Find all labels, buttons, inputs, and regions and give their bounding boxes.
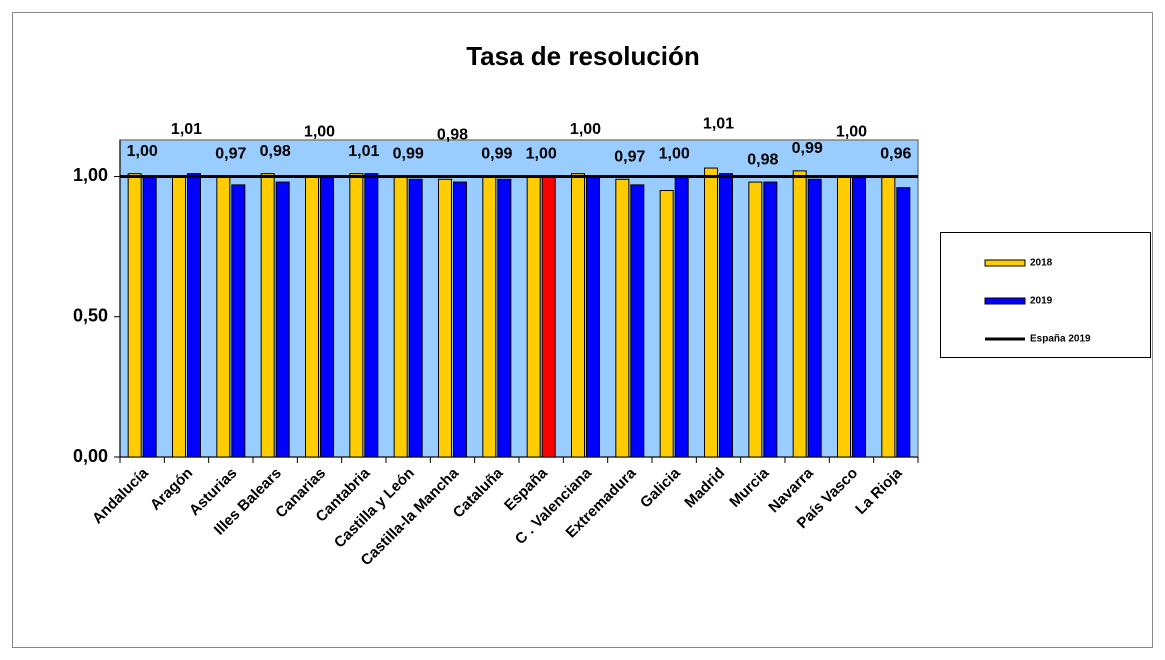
bar [674, 175, 689, 458]
bar [541, 175, 556, 458]
bar [320, 175, 334, 458]
data-label: 1,01 [703, 115, 734, 132]
bar [364, 173, 379, 458]
chart-title: Tasa de resolución [466, 41, 700, 71]
data-label: 0,98 [747, 151, 778, 168]
bar [260, 173, 275, 458]
bar [231, 184, 246, 458]
bar [881, 175, 896, 458]
data-label: 1,00 [659, 146, 690, 163]
bar [216, 175, 231, 458]
bar [349, 173, 364, 458]
bar [438, 178, 452, 458]
bar [497, 178, 512, 458]
bar [142, 175, 157, 458]
bar [896, 187, 911, 458]
data-label: 0,99 [792, 140, 823, 157]
data-label: 1,01 [171, 121, 202, 138]
data-label: 1,01 [348, 143, 379, 160]
bar [586, 175, 600, 458]
bar [172, 175, 186, 458]
data-label: 0,98 [260, 143, 291, 160]
plot-area [119, 139, 919, 458]
bar [187, 173, 201, 458]
data-label: 1,00 [570, 121, 601, 138]
bar [305, 175, 319, 458]
bar [704, 167, 718, 458]
data-label: 0,98 [437, 126, 468, 143]
y-tick-label: 0,50 [73, 305, 108, 325]
data-label: 0,96 [880, 146, 911, 163]
bar [807, 178, 822, 458]
data-label: 0,99 [481, 146, 512, 163]
bar [482, 175, 497, 458]
data-label: 0,97 [215, 146, 246, 163]
bar [275, 181, 290, 458]
legend-label: 2018 [1030, 258, 1053, 269]
data-label: 0,97 [614, 148, 645, 165]
data-label: 0,99 [393, 146, 424, 163]
y-tick-label: 1,00 [73, 165, 108, 185]
bar [630, 184, 645, 458]
bar [615, 178, 630, 458]
legend-label: 2019 [1030, 296, 1053, 307]
bar [719, 173, 733, 458]
data-label: 1,00 [526, 146, 557, 163]
legend-swatch [984, 259, 1026, 267]
bar [393, 175, 408, 458]
bar [127, 173, 142, 458]
bar [453, 181, 467, 458]
bar [763, 181, 778, 458]
y-tick-label: 0,00 [73, 446, 108, 466]
data-label: 1,00 [836, 124, 867, 141]
bar [571, 173, 585, 458]
bar [526, 175, 541, 458]
legend-swatch [984, 297, 1026, 305]
bar [659, 189, 674, 458]
bar [852, 175, 866, 458]
legend-box [940, 232, 1151, 358]
bar [408, 178, 423, 458]
data-label: 1,00 [127, 143, 158, 160]
legend-label: España 2019 [1030, 334, 1091, 345]
bar [837, 175, 851, 458]
bar [792, 170, 807, 458]
data-label: 1,00 [304, 124, 335, 141]
bar [748, 181, 763, 458]
